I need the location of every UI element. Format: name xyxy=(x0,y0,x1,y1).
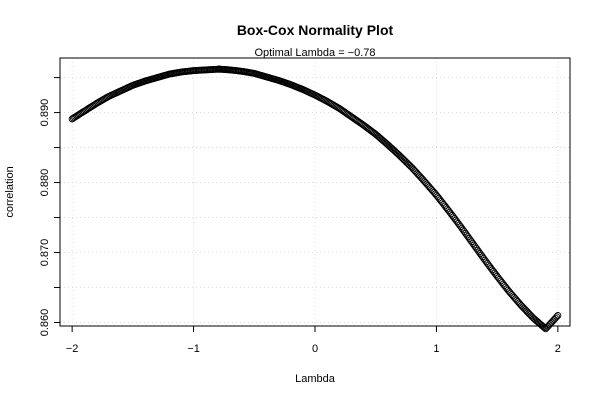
grid-lines xyxy=(60,58,570,326)
y-tick-label: 0.890 xyxy=(39,99,51,127)
y-tick-label: 0.860 xyxy=(39,309,51,337)
data-point xyxy=(553,313,561,321)
axes: −2 −1 0 1 2 0.860 0.870 0.880 0.890 xyxy=(39,77,561,355)
y-tick-label: 0.870 xyxy=(39,239,51,267)
y-axis-label: correlation xyxy=(4,166,16,217)
x-tick-label: −2 xyxy=(66,343,79,355)
data-point xyxy=(406,162,414,169)
data-point xyxy=(394,150,402,158)
data-point xyxy=(395,151,403,159)
x-tick-label: 0 xyxy=(312,343,318,355)
data-point xyxy=(397,153,405,161)
chart-title: Box-Cox Normality Plot xyxy=(237,22,394,38)
y-tick-label: 0.880 xyxy=(39,169,51,197)
data-point xyxy=(554,312,562,319)
data-point xyxy=(396,152,404,160)
chart-subtitle: Optimal Lambda = −0.78 xyxy=(254,47,375,59)
x-axis-label: Lambda xyxy=(295,373,336,385)
x-tick-label: −1 xyxy=(187,343,200,355)
data-point xyxy=(402,158,410,166)
data-point xyxy=(400,156,408,163)
data-point xyxy=(405,160,412,168)
data-points xyxy=(68,65,562,333)
data-point xyxy=(541,324,548,332)
data-point xyxy=(539,323,547,331)
data-point xyxy=(398,154,406,162)
x-tick-label: 2 xyxy=(555,343,561,355)
x-tick-label: 1 xyxy=(433,343,439,355)
data-point xyxy=(403,159,411,167)
data-point xyxy=(401,157,409,165)
